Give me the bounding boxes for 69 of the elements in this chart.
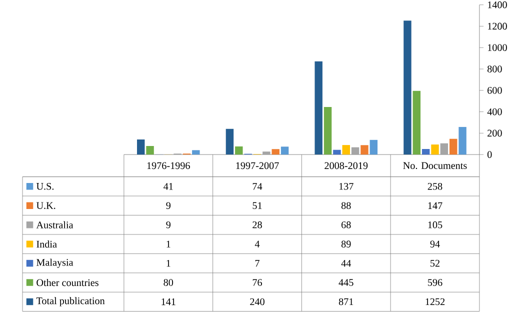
- bar: [324, 106, 332, 155]
- bar: [351, 147, 360, 155]
- data-label: 80: [164, 279, 174, 286]
- data-label: 68: [342, 221, 351, 228]
- y-tick-label: 400: [487, 108, 502, 116]
- x-tick-label: No. Documents: [403, 162, 467, 170]
- data-label: 7: [255, 260, 260, 267]
- data-label: 105: [428, 221, 442, 228]
- y-tick-label: 1200: [488, 22, 507, 30]
- data-label: 44: [341, 260, 352, 267]
- data-label: 141: [162, 298, 176, 306]
- y-tick-label: 0: [487, 151, 492, 158]
- data-label: 51: [252, 202, 262, 210]
- bar: [226, 128, 234, 155]
- legend-label: Australia: [36, 221, 74, 228]
- data-label: 88: [341, 202, 351, 210]
- bar: [272, 149, 280, 155]
- bar: [314, 61, 322, 155]
- data-label: 1252: [426, 298, 445, 306]
- legend-label: U.S.: [36, 182, 54, 190]
- data-label: 240: [250, 298, 264, 306]
- data-label: 9: [166, 221, 170, 228]
- legend-label: U.K.: [36, 202, 56, 209]
- bar: [333, 150, 341, 155]
- data-label: 445: [338, 279, 354, 286]
- bar: [360, 145, 368, 155]
- x-tick-label: 1997-2007: [236, 162, 279, 170]
- data-label: 41: [164, 183, 173, 190]
- y-tick-label: 1000: [488, 44, 507, 52]
- legend-label: India: [36, 240, 57, 248]
- data-label: 1: [166, 260, 170, 267]
- legend-label: Malaysia: [36, 258, 74, 268]
- data-label: 871: [338, 298, 354, 306]
- bar: [342, 145, 350, 155]
- bar: [440, 143, 448, 155]
- y-tick-label: 1400: [488, 1, 507, 8]
- bar: [235, 146, 243, 155]
- data-label: 1: [166, 240, 170, 248]
- data-label: 76: [252, 279, 262, 286]
- data-label: 147: [428, 202, 442, 209]
- data-label: 52: [430, 260, 440, 267]
- data-label: 258: [428, 182, 442, 190]
- bar: [412, 90, 421, 155]
- bar: [422, 148, 430, 155]
- bar: [262, 152, 270, 155]
- data-label: 94: [430, 240, 440, 248]
- legend-label: Total publication: [36, 297, 105, 306]
- data-label: 137: [339, 183, 354, 190]
- y-tick-label: 800: [487, 66, 502, 72]
- data-label: 28: [252, 221, 262, 228]
- bar: [404, 20, 412, 155]
- bar: [458, 126, 466, 155]
- bar: [370, 140, 378, 155]
- bar: [431, 144, 439, 155]
- data-label: 596: [428, 279, 442, 286]
- bar: [146, 146, 154, 155]
- data-label: 89: [341, 240, 351, 248]
- data-label: 4: [254, 240, 260, 248]
- y-tick-label: 600: [488, 86, 502, 94]
- x-tick-label: 2008-2019: [324, 162, 368, 170]
- data-label: 74: [252, 183, 262, 190]
- bar: [280, 146, 289, 155]
- legend-label: Other countries: [36, 278, 98, 286]
- bar: [449, 138, 458, 155]
- data-label: 9: [166, 202, 170, 210]
- bar: [192, 150, 200, 155]
- y-tick-label: 200: [488, 130, 502, 137]
- bar: [136, 139, 145, 155]
- x-tick-label: 1976-1996: [147, 162, 190, 170]
